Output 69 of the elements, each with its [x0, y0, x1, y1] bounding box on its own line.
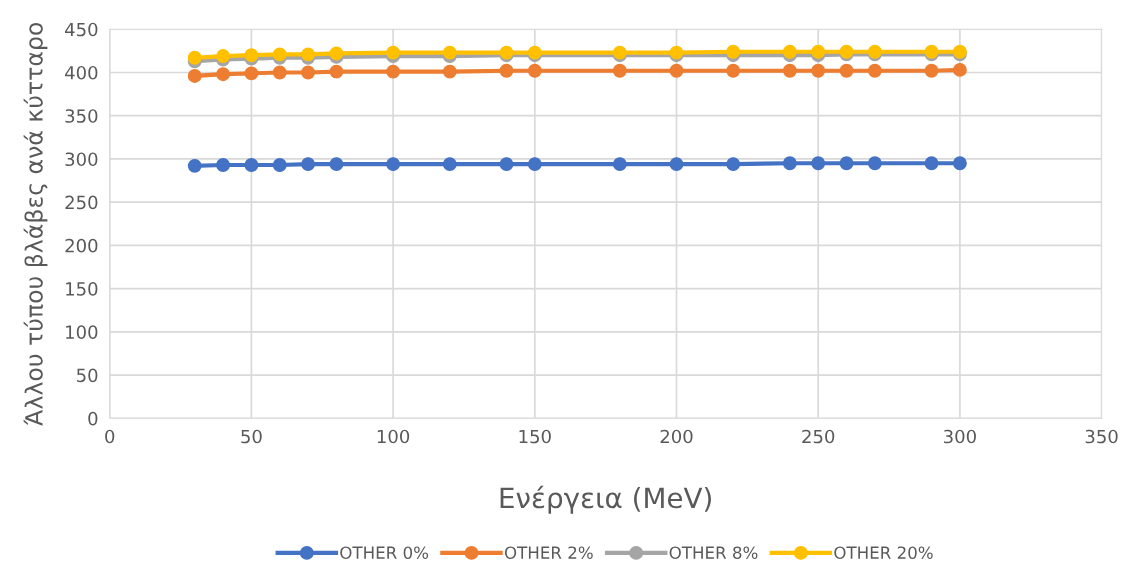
x-tick-label: 150	[519, 429, 551, 444]
x-tick-label: 350	[1085, 429, 1118, 444]
point	[442, 45, 457, 60]
point	[386, 157, 401, 172]
point	[216, 67, 231, 82]
point	[839, 63, 854, 78]
y-tick-label: 150	[66, 282, 98, 296]
y-tick-label: 400	[65, 65, 98, 80]
point	[187, 68, 202, 83]
point	[301, 157, 316, 172]
point	[726, 63, 741, 78]
x-tick-label: 0	[105, 429, 115, 444]
point	[867, 63, 882, 78]
y-tick-label: 350	[65, 109, 98, 123]
y-tick-label: 450	[65, 22, 98, 37]
y-tick-label: 0	[88, 411, 98, 426]
point	[216, 158, 231, 172]
x-tick-label: 300	[944, 429, 976, 444]
point	[612, 63, 627, 78]
point	[924, 156, 939, 171]
x-tick-label: 100	[377, 429, 410, 444]
point	[811, 44, 826, 59]
y-tick-label: 200	[65, 238, 98, 253]
point	[527, 63, 542, 78]
point	[301, 65, 316, 80]
point	[187, 50, 202, 65]
y-tick-label: 300	[65, 152, 98, 167]
x-tick-label: 50	[241, 429, 262, 444]
point	[782, 156, 797, 171]
y-axis-title: Άλλου τύπου βλάβες ανά κύτταρο	[23, 22, 48, 426]
point	[811, 63, 826, 78]
point	[329, 157, 344, 172]
legend-label: OTHER 8%	[669, 546, 758, 559]
point	[867, 156, 882, 171]
y-tick-label: 100	[66, 325, 98, 339]
point	[442, 64, 457, 79]
point	[782, 63, 797, 78]
y-tick-label: 250	[65, 195, 98, 210]
point	[782, 44, 797, 59]
legend-label: OTHER 0%	[340, 546, 429, 559]
point	[216, 49, 231, 63]
point	[924, 63, 939, 78]
point	[839, 156, 854, 171]
point	[187, 158, 202, 173]
point	[442, 157, 457, 172]
point	[499, 63, 514, 78]
point	[499, 157, 514, 172]
point	[272, 65, 287, 80]
point	[669, 157, 684, 172]
point	[612, 157, 627, 172]
legend-label: OTHER 2%	[504, 546, 593, 559]
point	[527, 157, 542, 172]
point	[244, 66, 259, 81]
point	[669, 63, 684, 78]
y-tick-label: 50	[77, 368, 98, 383]
point	[726, 44, 741, 59]
legend-label: OTHER 20%	[834, 546, 933, 559]
point	[726, 157, 741, 172]
x-axis-title: Ενέργεια (MeV)	[500, 485, 711, 514]
point	[386, 64, 401, 79]
point	[386, 45, 401, 60]
point	[272, 158, 287, 172]
point	[329, 64, 344, 79]
point	[811, 156, 826, 171]
x-tick-label: 250	[802, 429, 835, 444]
point	[952, 62, 967, 77]
point	[952, 156, 967, 171]
x-tick-label: 200	[660, 429, 693, 444]
point	[244, 158, 259, 172]
